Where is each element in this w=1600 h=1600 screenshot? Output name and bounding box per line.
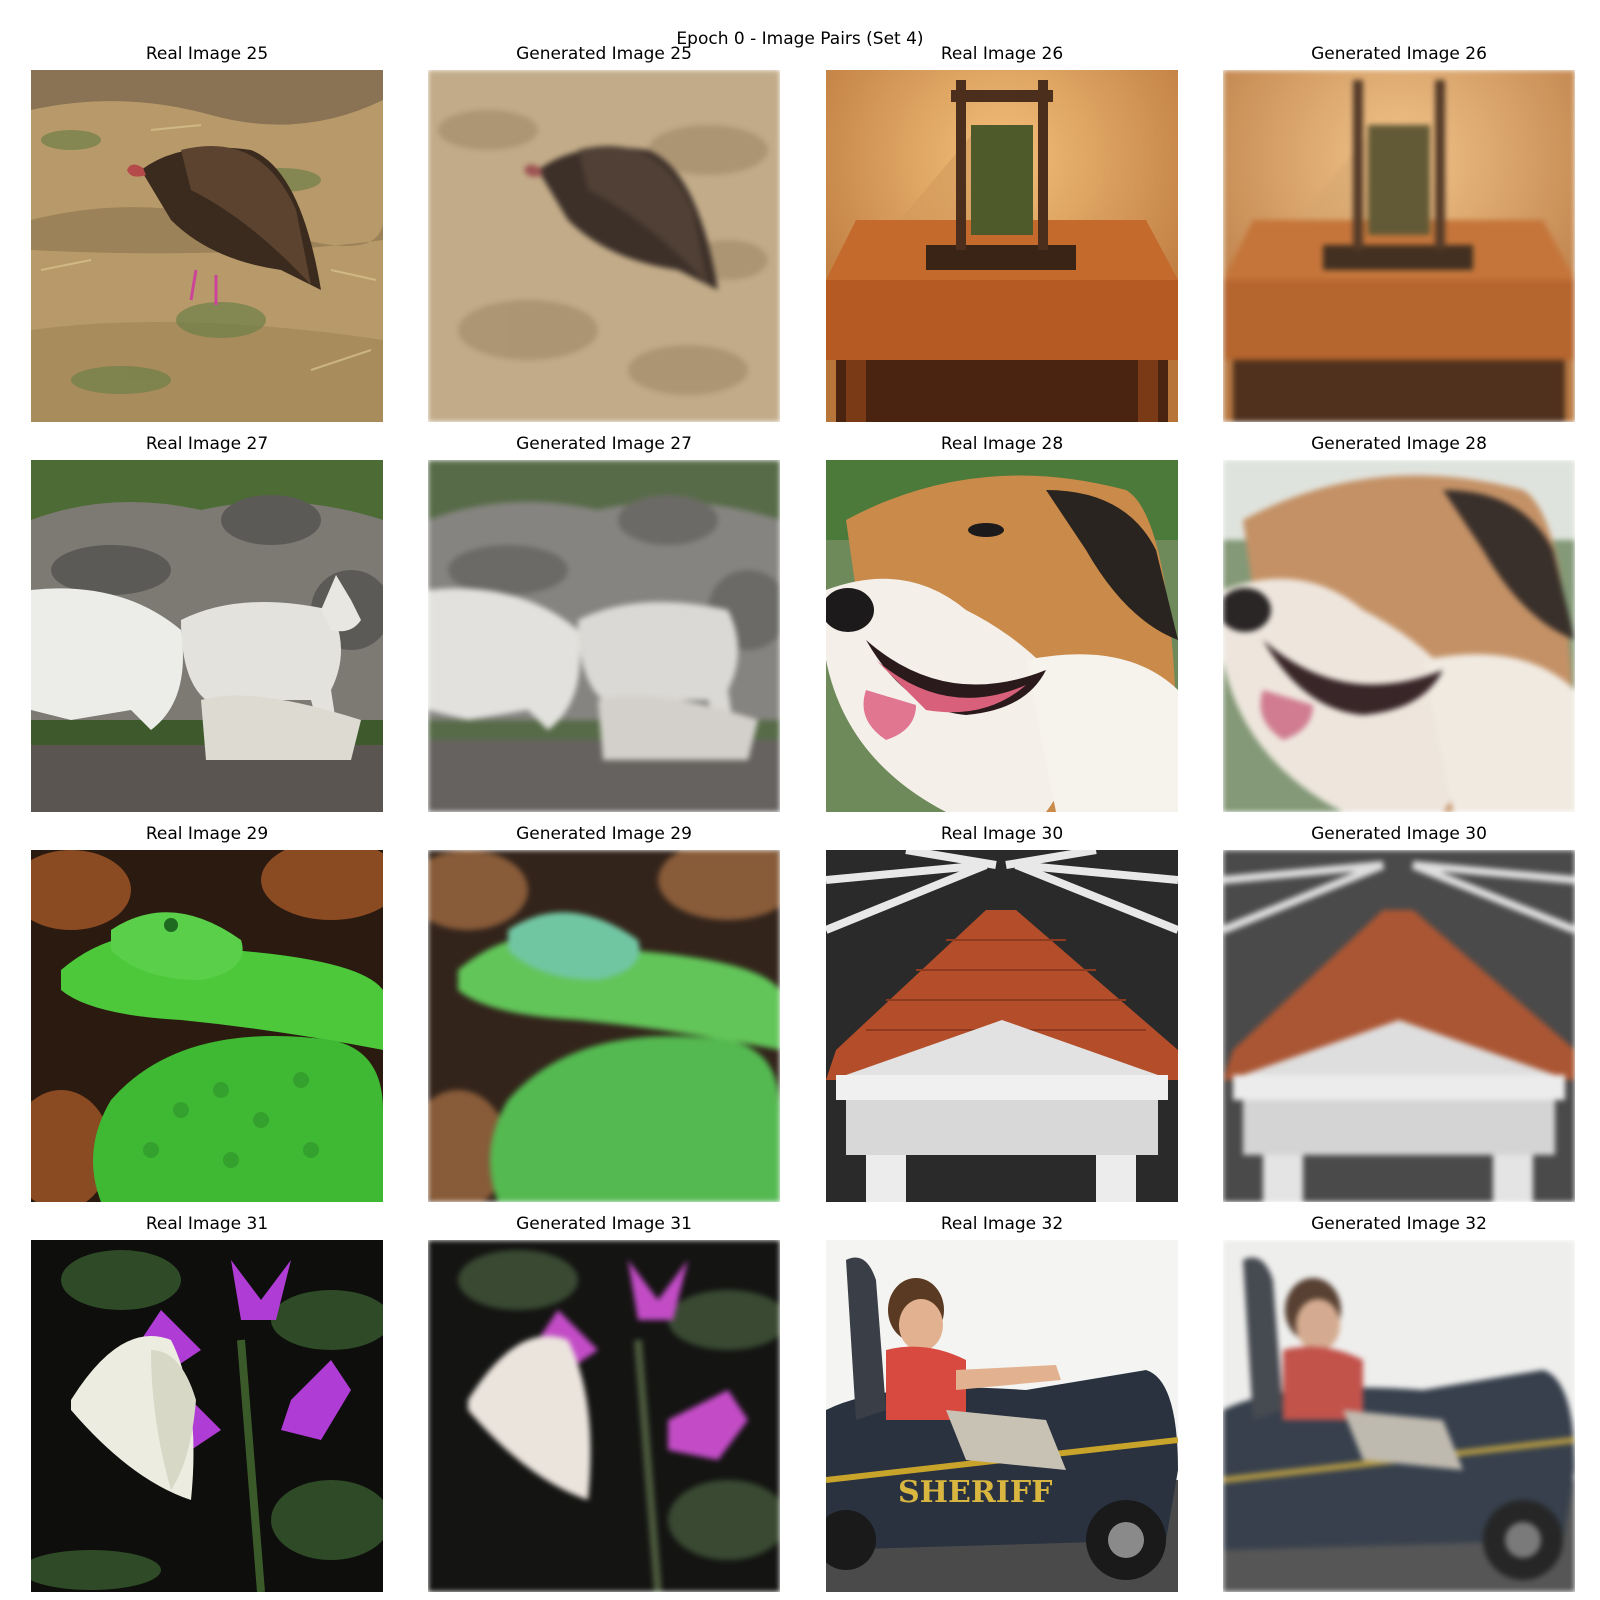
panel-title: Generated Image 27 [516,434,692,454]
butterfly-flower-icon [428,1240,780,1592]
sheriff-car-icon: SHERIFF [826,1240,1178,1592]
sheriff-car-icon [1223,1240,1575,1592]
butterfly-flower-icon [31,1240,383,1592]
sheriff-lettering: SHERIFF [898,1475,1052,1510]
panel-title: Generated Image 26 [1311,44,1487,64]
panel-title: Real Image 31 [145,1214,269,1234]
panel-title: Real Image 26 [940,44,1064,64]
panel-title: Real Image 32 [940,1214,1064,1234]
snake-icon [428,850,780,1202]
temple-model-icon [1223,850,1575,1202]
panel-title: Real Image 29 [145,824,269,844]
dog-icon [1223,460,1575,812]
panel-title: Generated Image 29 [516,824,692,844]
wolves-icon [428,460,780,812]
lamp-table-icon [826,70,1178,422]
wolves-icon [31,460,383,812]
figure-title: Epoch 0 - Image Pairs (Set 4) [676,29,924,49]
lamp-table-icon [1223,70,1575,422]
panel-title: Real Image 28 [940,434,1064,454]
vulture-icon [31,70,383,422]
panel-title: Generated Image 31 [516,1214,692,1234]
panel-title: Real Image 25 [145,44,269,64]
temple-model-icon [826,850,1178,1202]
snake-icon [31,850,383,1202]
panel-title: Generated Image 30 [1311,824,1487,844]
panel-title: Real Image 27 [145,434,269,454]
panel-title: Generated Image 32 [1311,1214,1487,1234]
dog-icon [826,460,1178,812]
panel-title: Real Image 30 [940,824,1064,844]
panel-title: Generated Image 28 [1311,434,1487,454]
panel-title: Generated Image 25 [516,44,692,64]
vulture-icon [428,70,780,422]
